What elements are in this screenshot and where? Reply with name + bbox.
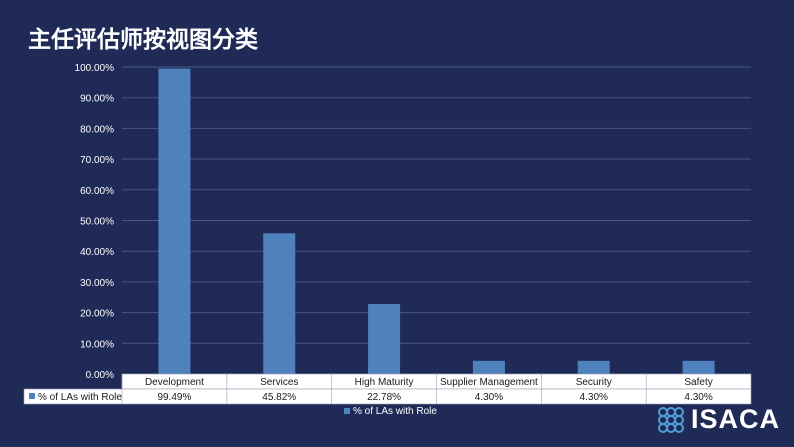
data-label: 4.30% bbox=[475, 392, 503, 403]
data-label: 99.49% bbox=[157, 392, 191, 403]
isaca-logo: ISACA bbox=[657, 404, 780, 435]
y-tick-label: 40.00% bbox=[80, 247, 114, 258]
y-tick-label: 80.00% bbox=[80, 124, 114, 135]
table-series-swatch bbox=[29, 393, 35, 399]
legend: % of LAs with Role bbox=[344, 406, 437, 417]
category-label: High Maturity bbox=[355, 377, 414, 388]
y-tick-label: 20.00% bbox=[80, 309, 114, 320]
y-tick-label: 60.00% bbox=[80, 186, 114, 197]
category-label: Services bbox=[260, 377, 298, 388]
y-tick-label: 10.00% bbox=[80, 339, 114, 350]
isaca-logo-text: ISACA bbox=[691, 404, 781, 434]
y-tick-label: 70.00% bbox=[80, 155, 114, 166]
y-tick-label: 90.00% bbox=[80, 94, 114, 105]
legend-label: % of LAs with Role bbox=[353, 406, 437, 417]
y-tick-label: 100.00% bbox=[75, 63, 115, 74]
y-tick-label: 30.00% bbox=[80, 278, 114, 289]
y-tick-label: 0.00% bbox=[86, 370, 114, 381]
data-label: 45.82% bbox=[262, 392, 296, 403]
bar bbox=[263, 233, 296, 374]
data-table: Development 99.49% Services 45.82% High Matu… bbox=[23, 373, 752, 405]
category-label: Development bbox=[145, 377, 204, 388]
category-label: Supplier Management bbox=[440, 377, 538, 388]
category-label: Safety bbox=[684, 377, 712, 388]
bar bbox=[577, 360, 610, 374]
isaca-logo-icon bbox=[658, 406, 684, 433]
table-series-name: % of LAs with Role bbox=[38, 392, 122, 403]
gridlines bbox=[122, 66, 751, 375]
category-label: Security bbox=[576, 377, 612, 388]
legend-swatch bbox=[344, 408, 350, 414]
bar bbox=[158, 68, 191, 374]
slide-title: 主任评估师按视图分类 bbox=[28, 27, 258, 53]
bars bbox=[158, 68, 715, 374]
y-axis-tick-labels: 0.00% 10.00% 20.00% 30.00% 40.00% 50.00% 60.00… bbox=[75, 63, 115, 381]
bar bbox=[472, 360, 505, 374]
data-label: 22.78% bbox=[367, 392, 401, 403]
table-value-row bbox=[23, 388, 752, 405]
bar bbox=[368, 304, 401, 374]
data-label: 4.30% bbox=[580, 392, 608, 403]
y-tick-label: 50.00% bbox=[80, 217, 114, 228]
bar bbox=[682, 360, 715, 374]
data-label: 4.30% bbox=[684, 392, 712, 403]
